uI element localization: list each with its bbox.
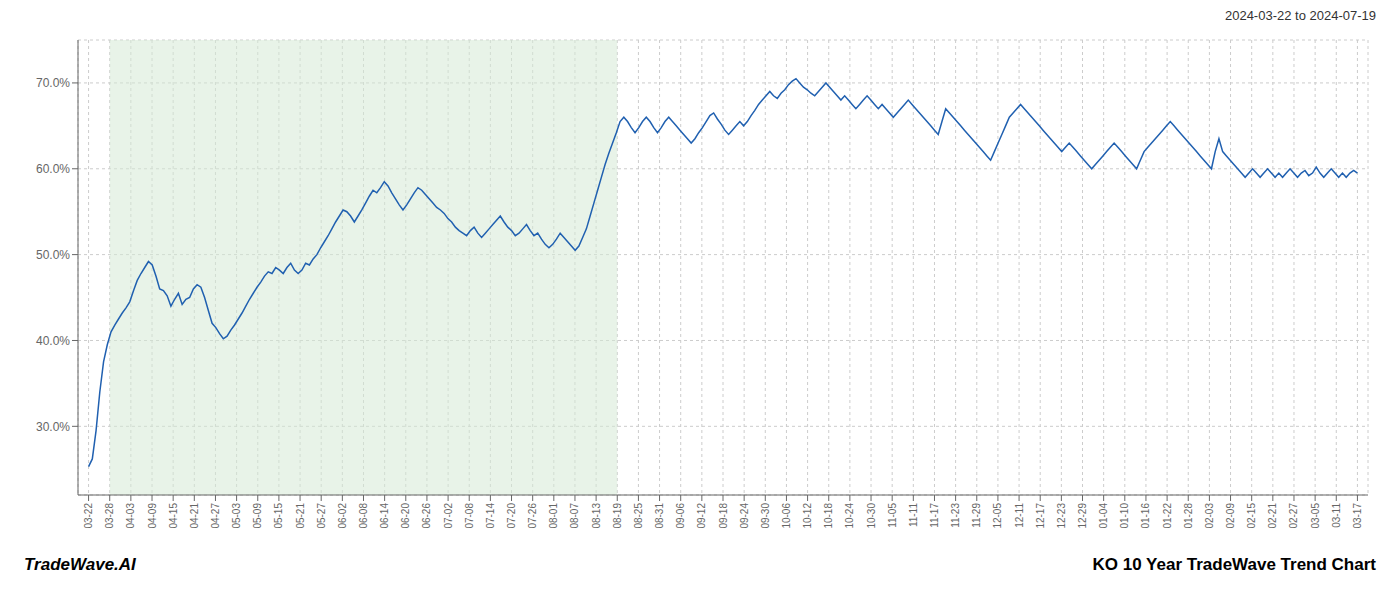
svg-text:03-11: 03-11	[1331, 503, 1342, 528]
svg-text:04-09: 04-09	[147, 503, 158, 529]
svg-text:10-12: 10-12	[802, 503, 813, 529]
svg-text:09-18: 09-18	[718, 503, 729, 529]
svg-text:11-05: 11-05	[887, 503, 898, 528]
svg-text:01-16: 01-16	[1140, 503, 1151, 529]
svg-text:10-18: 10-18	[823, 503, 834, 529]
svg-text:06-20: 06-20	[400, 503, 411, 529]
svg-text:03-05: 03-05	[1310, 503, 1321, 529]
svg-text:01-04: 01-04	[1098, 503, 1109, 529]
svg-text:09-30: 09-30	[760, 503, 771, 529]
svg-text:06-08: 06-08	[358, 503, 369, 529]
svg-text:02-21: 02-21	[1267, 503, 1278, 529]
svg-text:04-21: 04-21	[189, 503, 200, 529]
svg-text:05-15: 05-15	[273, 503, 284, 529]
svg-text:11-17: 11-17	[929, 503, 940, 528]
svg-text:12-05: 12-05	[992, 503, 1003, 529]
svg-text:30.0%: 30.0%	[36, 420, 70, 434]
svg-text:04-27: 04-27	[210, 503, 221, 529]
html-text:TradeWave.AI: TradeWave.AI	[24, 555, 136, 574]
svg-text:12-17: 12-17	[1035, 503, 1046, 529]
svg-text:11-23: 11-23	[950, 503, 961, 528]
html-text:2024-03-22 to 2024-07-19: 2024-03-22 to 2024-07-19	[1224, 8, 1376, 23]
svg-text:05-09: 05-09	[252, 503, 263, 529]
svg-text:07-02: 07-02	[443, 503, 454, 529]
svg-text:10-24: 10-24	[844, 503, 855, 529]
svg-text:01-10: 01-10	[1119, 503, 1130, 529]
svg-text:11-11: 11-11	[908, 503, 919, 528]
svg-text:10-30: 10-30	[866, 503, 877, 529]
svg-text:09-12: 09-12	[696, 503, 707, 529]
svg-text:03-22: 03-22	[83, 503, 94, 529]
svg-text:02-03: 02-03	[1204, 503, 1215, 529]
svg-text:04-03: 04-03	[125, 503, 136, 529]
svg-text:09-06: 09-06	[675, 503, 686, 529]
svg-text:08-01: 08-01	[548, 503, 559, 529]
svg-text:07-26: 07-26	[527, 503, 538, 529]
svg-text:01-22: 01-22	[1162, 503, 1173, 529]
svg-text:02-15: 02-15	[1246, 503, 1257, 529]
svg-text:06-26: 06-26	[421, 503, 432, 529]
svg-text:08-19: 08-19	[612, 503, 623, 529]
svg-text:02-09: 02-09	[1225, 503, 1236, 529]
svg-text:40.0%: 40.0%	[36, 334, 70, 348]
svg-text:01-28: 01-28	[1183, 503, 1194, 529]
svg-text:06-02: 06-02	[337, 503, 348, 529]
svg-text:05-03: 05-03	[231, 503, 242, 529]
svg-text:04-15: 04-15	[168, 503, 179, 529]
svg-text:50.0%: 50.0%	[36, 248, 70, 262]
svg-text:12-11: 12-11	[1014, 503, 1025, 528]
svg-text:10-06: 10-06	[781, 503, 792, 529]
svg-text:09-24: 09-24	[739, 503, 750, 529]
svg-text:03-17: 03-17	[1352, 503, 1363, 529]
svg-text:60.0%: 60.0%	[36, 162, 70, 176]
svg-text:07-20: 07-20	[506, 503, 517, 529]
svg-text:06-14: 06-14	[379, 503, 390, 529]
svg-text:08-13: 08-13	[591, 503, 602, 529]
svg-text:07-14: 07-14	[485, 503, 496, 529]
svg-text:08-25: 08-25	[633, 503, 644, 529]
svg-text:11-29: 11-29	[971, 503, 982, 528]
svg-text:02-27: 02-27	[1288, 503, 1299, 529]
svg-text:70.0%: 70.0%	[36, 76, 70, 90]
svg-text:12-29: 12-29	[1077, 503, 1088, 529]
svg-text:05-21: 05-21	[295, 503, 306, 529]
svg-text:08-31: 08-31	[654, 503, 665, 529]
svg-text:08-07: 08-07	[569, 503, 580, 529]
svg-text:12-23: 12-23	[1056, 503, 1067, 529]
svg-text:05-27: 05-27	[316, 503, 327, 529]
svg-text:07-08: 07-08	[464, 503, 475, 529]
svg-text:03-28: 03-28	[104, 503, 115, 529]
html-text:KO 10 Year TradeWave Trend Cha: KO 10 Year TradeWave Trend Chart	[1092, 555, 1376, 574]
